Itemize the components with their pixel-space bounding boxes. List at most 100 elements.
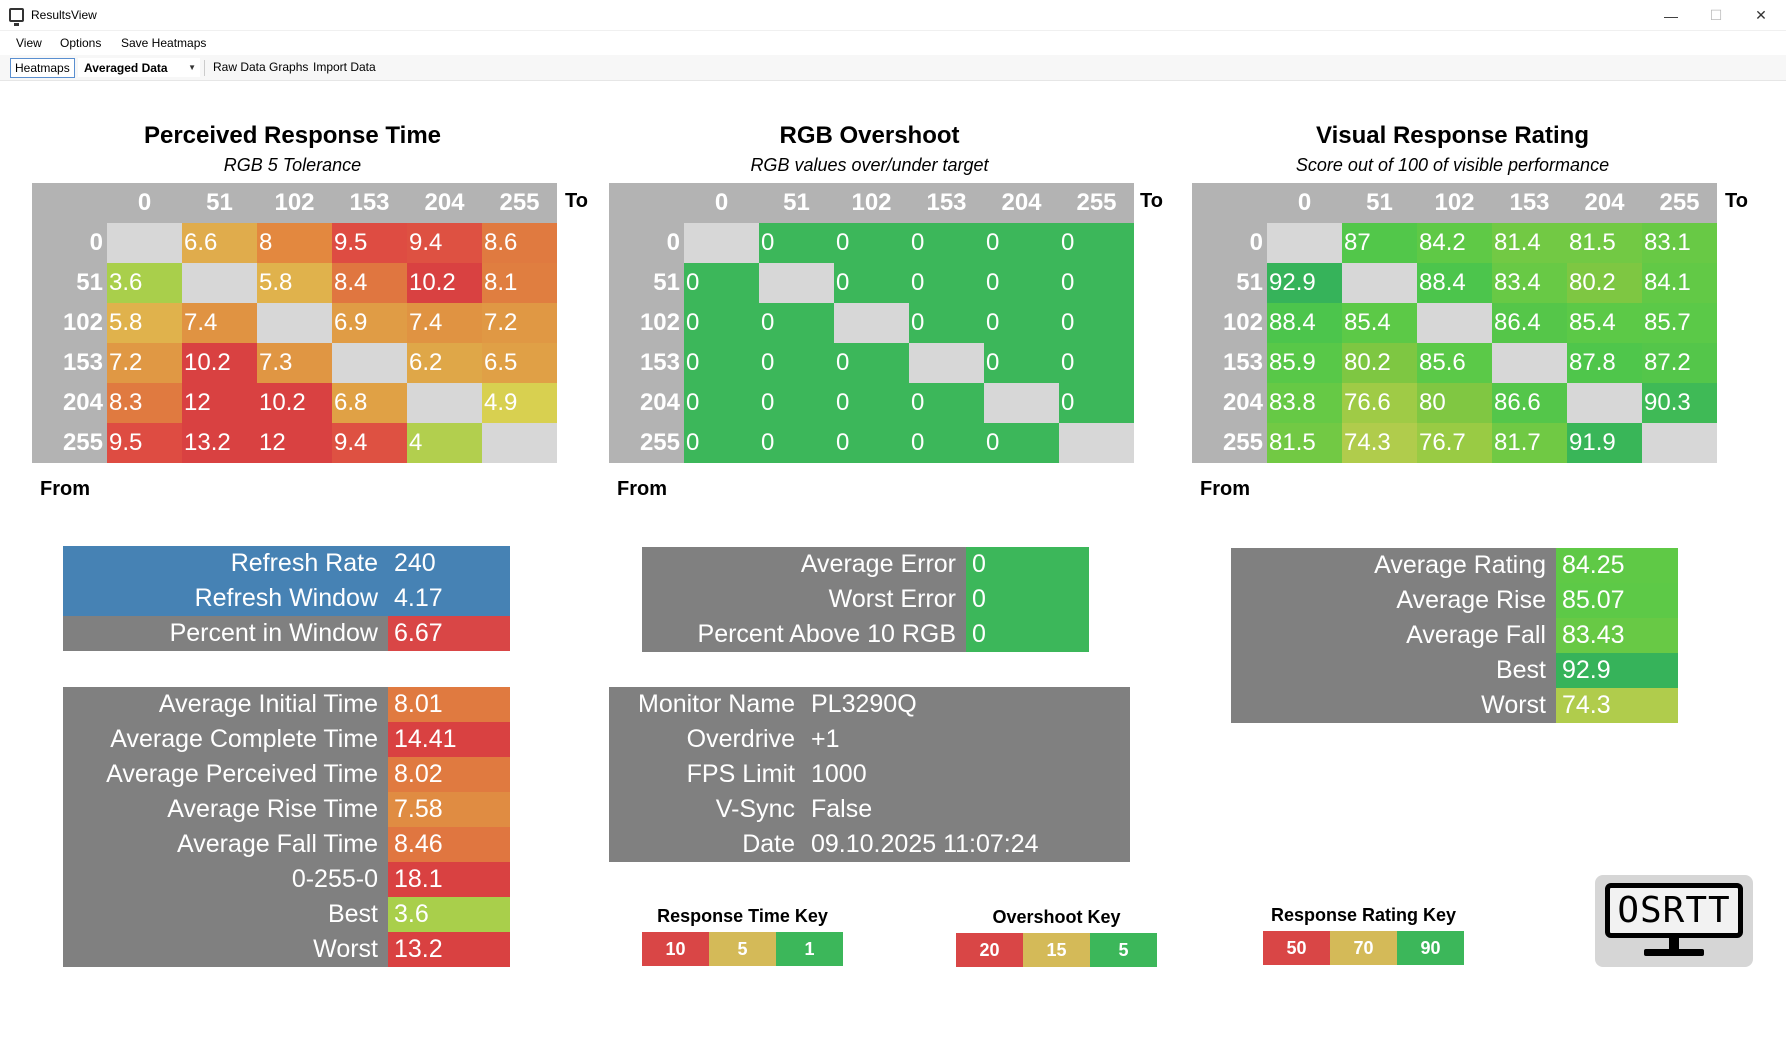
stat-label: 0-255-0 [291, 865, 378, 893]
to-axis-label: 255 [499, 189, 540, 216]
stat-row: Average Fall Time 8.46 [63, 827, 510, 862]
stat-row: Percent in Window 6.67 [63, 616, 510, 651]
stat-row: Overdrive +1 [609, 722, 1130, 757]
heatmap-2-from-label: From [617, 478, 667, 500]
heatmap-cell: 12 [182, 383, 257, 423]
heatmap-cell: 0 [834, 263, 909, 303]
stat-label: Average Perceived Time [106, 760, 378, 788]
heatmap-cell: 12 [257, 423, 332, 463]
heatmap-cell: 0 [1059, 263, 1134, 303]
menu-view[interactable]: View [16, 36, 42, 50]
maximize-button[interactable]: ☐ [1709, 7, 1723, 23]
stat-label: Average Error [800, 550, 956, 578]
heatmap-cell: 8.4 [332, 263, 407, 303]
heatmap-cell: 0 [909, 303, 984, 343]
from-axis-label: 204 [639, 389, 680, 416]
stat-row: Worst Error 0 [642, 582, 1089, 617]
logo-stand-neck [1669, 938, 1679, 950]
stat-value: 240 [388, 546, 510, 581]
heatmap-cell: 0 [684, 423, 759, 463]
heatmap-cell-empty [834, 303, 909, 343]
menu-bar: View Options Save Heatmaps [0, 31, 1786, 55]
heatmap-cell: 8.3 [107, 383, 182, 423]
heatmap-cell-empty [1492, 343, 1567, 383]
stat-label: Percent Above 10 RGB [697, 620, 956, 648]
response-rating-key: 50 70 90 [1263, 931, 1464, 965]
stat-value: False [811, 795, 873, 823]
import-data-button[interactable]: Import Data [313, 60, 376, 74]
stat-value: 14.41 [388, 722, 510, 757]
heatmap-cell: 0 [834, 423, 909, 463]
stat-value: 74.3 [1556, 688, 1678, 723]
heatmap-cell-empty [1267, 223, 1342, 263]
stat-row: Worst 74.3 [1231, 688, 1678, 723]
response-time-key-title: Response Time Key [657, 906, 828, 926]
heatmap-cell: 10.2 [407, 263, 482, 303]
stat-value: 7.58 [388, 792, 510, 827]
to-axis-label: 51 [783, 189, 810, 216]
window-title: ResultsView [31, 8, 97, 22]
minimize-button[interactable]: — [1664, 7, 1678, 24]
stat-row: Worst 13.2 [63, 932, 510, 967]
heatmap-cell-empty [1567, 383, 1642, 423]
stat-label: Average Rise Time [167, 795, 378, 823]
stat-label: Average Fall [1406, 621, 1546, 649]
heatmap-cell: 87 [1342, 223, 1417, 263]
heatmap-cell: 5.8 [257, 263, 332, 303]
heatmap-cell: 85.7 [1642, 303, 1717, 343]
to-axis-label: 255 [1659, 189, 1700, 216]
stat-row: Average Rise Time 7.58 [63, 792, 510, 827]
from-axis-label: 0 [89, 229, 103, 256]
to-axis-label: 204 [1584, 189, 1625, 216]
close-button[interactable]: ✕ [1755, 7, 1767, 23]
heatmap-cell: 8.1 [482, 263, 557, 303]
heatmap-1-to-label: To [565, 190, 588, 212]
menu-save-heatmaps[interactable]: Save Heatmaps [121, 36, 207, 50]
heatmap-cell: 7.3 [257, 343, 332, 383]
heatmap-cell: 7.2 [482, 303, 557, 343]
heatmap-cell: 6.2 [407, 343, 482, 383]
stat-row: Date 09.10.2025 11:07:24 [609, 827, 1130, 862]
from-axis-label: 0 [666, 229, 680, 256]
heatmap-3-to-label: To [1725, 190, 1748, 212]
visual-response-rating-heatmap: 0 51 102 153 204 255 0 87 84.2 81.4 81.5 83.1 51 92.9… [1192, 183, 1717, 463]
heatmap-cell: 3.6 [107, 263, 182, 303]
from-axis-label: 204 [1222, 389, 1263, 416]
heatmap-cell: 0 [984, 423, 1059, 463]
from-axis-label: 102 [62, 309, 103, 336]
data-mode-select[interactable]: Averaged Data ▼ [78, 58, 200, 77]
heatmap-3-title: Visual Response Rating [1316, 122, 1589, 149]
stat-label: Worst [1481, 691, 1546, 719]
stat-value: 84.25 [1556, 548, 1678, 583]
stat-value: 8.01 [388, 687, 510, 722]
heatmaps-tab-button[interactable]: Heatmaps [10, 58, 75, 78]
heatmap-cell: 83.8 [1267, 383, 1342, 423]
heatmap-cell: 83.1 [1642, 223, 1717, 263]
heatmap-cell-empty [684, 223, 759, 263]
response-time-key: 10 5 1 [642, 932, 843, 966]
to-axis-label: 51 [206, 189, 233, 216]
from-axis-label: 102 [639, 309, 680, 336]
heatmap-cell: 5.8 [107, 303, 182, 343]
from-axis-label: 0 [1249, 229, 1263, 256]
heatmap-cell: 0 [684, 303, 759, 343]
stat-value: 83.43 [1556, 618, 1678, 653]
heatmap-cell: 0 [759, 423, 834, 463]
to-axis-label: 255 [1076, 189, 1117, 216]
heatmap-cell: 0 [909, 223, 984, 263]
to-axis-label: 51 [1366, 189, 1393, 216]
heatmap-cell-empty [1417, 303, 1492, 343]
stat-label: FPS Limit [686, 760, 795, 788]
heatmap-1-title: Perceived Response Time [143, 122, 442, 149]
key-swatch: 90 [1397, 931, 1464, 965]
raw-data-graphs-button[interactable]: Raw Data Graphs [213, 60, 309, 74]
heatmap-cell: 85.6 [1417, 343, 1492, 383]
heatmap-cell: 0 [909, 383, 984, 423]
stat-label: Average Rating [1374, 551, 1546, 579]
heatmap-cell-empty [1342, 263, 1417, 303]
heatmap-cell-empty [182, 263, 257, 303]
heatmap-cell: 81.5 [1567, 223, 1642, 263]
menu-options[interactable]: Options [60, 36, 102, 50]
stat-label: Average Complete Time [110, 725, 378, 753]
